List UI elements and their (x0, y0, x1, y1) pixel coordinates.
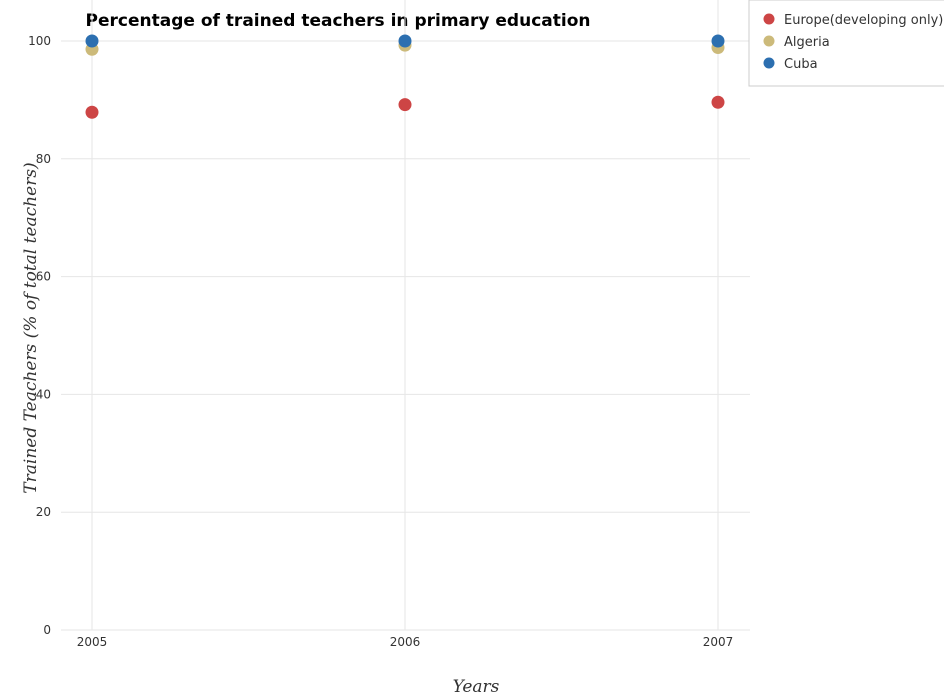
legend-label: Cuba (784, 57, 818, 72)
y-tick-label: 0 (43, 623, 51, 637)
y-tick-label: 40 (36, 387, 51, 401)
chart-title: Percentage of trained teachers in primar… (86, 11, 591, 31)
data-point (711, 34, 725, 48)
y-tick-labels: 0 20 40 60 80 100 (28, 34, 51, 637)
x-tick-label: 2006 (390, 635, 421, 649)
legend-label: Algeria (784, 35, 830, 50)
legend-marker (763, 57, 775, 69)
y-tick-label: 100 (28, 34, 51, 48)
y-tick-label: 60 (36, 270, 51, 284)
y-tick-label: 80 (36, 152, 51, 166)
x-axis-label: Years (453, 677, 500, 697)
x-tick-label: 2005 (77, 635, 108, 649)
data-point (711, 95, 725, 109)
data-point (398, 34, 412, 48)
data-point (85, 34, 99, 48)
data-points (85, 34, 725, 119)
x-gridlines (91, 0, 719, 630)
x-tick-labels: 2005 2006 2007 (77, 635, 734, 649)
x-tick-label: 2007 (703, 635, 734, 649)
legend-marker (763, 35, 775, 47)
y-axis-label: Trained Teachers (% of total teachers) (21, 162, 41, 493)
legend: Europe(developing only) Algeria Cuba (748, 0, 944, 87)
data-point (398, 98, 412, 112)
legend-box (748, 0, 944, 87)
y-tick-label: 20 (36, 505, 51, 519)
data-point (85, 105, 99, 119)
legend-label: Europe(developing only) (784, 13, 943, 28)
legend-marker (763, 13, 775, 25)
